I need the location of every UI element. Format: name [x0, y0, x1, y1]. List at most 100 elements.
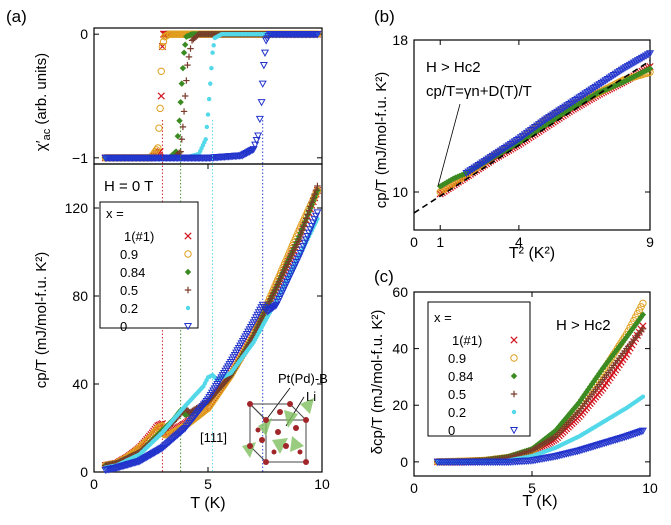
a-main-point-x05 — [300, 223, 307, 230]
a-top-point-x0 — [248, 146, 257, 155]
a-legend-rows: 1(#1) 0.9 0.84 0.5 0.2 0 — [120, 229, 193, 334]
c-point-x0 — [638, 427, 647, 435]
c-point-x084 — [579, 393, 587, 401]
a-main-point-x0 — [178, 427, 187, 435]
b-point-x084 — [443, 179, 450, 186]
a-top-point-x084 — [180, 49, 188, 56]
a-main-point-x05 — [294, 238, 302, 245]
b-annotation-pointer — [437, 103, 461, 187]
c-point-x084 — [625, 331, 632, 338]
a-main-point-x0 — [170, 434, 179, 442]
c-point-x084 — [590, 378, 597, 385]
a-main-point-x0 — [171, 433, 180, 441]
panel-label-b: (b) — [374, 7, 395, 26]
a-main-ytick-label: 80 — [72, 288, 88, 304]
a-main-point-x05 — [289, 249, 296, 257]
a-top-point-x05 — [187, 45, 194, 52]
a-legend-marker-x05 — [184, 286, 192, 294]
a-main-point-x0 — [159, 443, 168, 451]
c-point-x084 — [566, 410, 574, 417]
a-main-point-x05 — [279, 269, 287, 277]
c-point-x0 — [580, 445, 589, 454]
c-point-x0 — [611, 436, 620, 444]
a-legend-marker-x084 — [184, 268, 192, 276]
c-legend-marker-x02 — [511, 409, 517, 415]
a-top-point-x0 — [254, 132, 263, 140]
c-point-x084 — [586, 383, 594, 390]
panel-label-a: (a) — [6, 7, 27, 26]
b-point-x084 — [549, 117, 557, 124]
a-top-point-x09 — [156, 104, 164, 113]
panel-b-chart: 0 1 4 9 10 18 — [392, 32, 654, 250]
c-point-x084 — [639, 311, 647, 318]
a-top-point-x0 — [252, 137, 261, 145]
a-top-point-x02 — [204, 124, 210, 130]
c-point-x0 — [629, 430, 638, 439]
c-ylabel: δcp/T (mJ/mol-f.u. K²) — [369, 310, 386, 455]
c-point-x0 — [584, 444, 593, 453]
a-top-point-x09 — [158, 42, 167, 51]
a-legend-box — [99, 201, 199, 329]
b-plot-frame — [413, 39, 651, 231]
panel-a-top-chart: 0 −1 — [72, 26, 323, 166]
a-top-point-x084 — [177, 98, 184, 106]
a-top-point-x084 — [174, 132, 181, 140]
c-point-x084 — [605, 358, 612, 365]
a-top-plot-frame — [93, 27, 323, 165]
c-legend-label-x084: 0.84 — [448, 369, 473, 384]
a-main-point-x05 — [275, 278, 283, 285]
c-point-x0 — [635, 428, 644, 437]
a-legend-marker-x1 — [184, 232, 192, 240]
a-main-point-x05 — [266, 298, 273, 305]
a-top-point-x09 — [164, 31, 172, 39]
c-point-x05 — [639, 325, 647, 332]
a-main-point-x05 — [269, 292, 276, 299]
c-point-x09 — [639, 299, 647, 308]
c-point-x0 — [609, 437, 618, 445]
a-top-point-x02 — [203, 137, 208, 142]
c-point-x0 — [591, 442, 600, 450]
a-top-point-x084 — [179, 64, 187, 72]
a-legend-label-x0: 0 — [120, 319, 127, 334]
a-legend-title: x = — [106, 206, 124, 221]
c-annotation-field: H > Hc2 — [556, 317, 611, 334]
a-top-point-x0 — [249, 146, 258, 154]
a-top-point-x09 — [152, 146, 161, 154]
a-top-point-x02 — [208, 81, 213, 86]
c-point-x084 — [594, 373, 601, 380]
panel-label-c: (c) — [374, 267, 394, 286]
a-main-point-x05 — [283, 261, 291, 268]
a-main-point-x0 — [174, 430, 183, 439]
a-main-point-x05 — [270, 289, 277, 297]
b-ylabel: cp/T (mJ/mol-f.u. K²) — [373, 72, 390, 208]
a-main-point-x05 — [314, 182, 321, 190]
c-ytick-label: 60 — [392, 284, 408, 300]
a-legend-marker-x0 — [183, 322, 193, 331]
c-legend-title: x = — [434, 310, 452, 325]
c-point-x0 — [587, 443, 596, 451]
b-annotation-formula: cp/T=γn+D(T)/T — [426, 83, 532, 100]
a-main-point-x0 — [179, 426, 188, 434]
a-main-ytick-label: 120 — [65, 200, 89, 216]
a-main-point-x05 — [308, 199, 316, 206]
a-top-point-x084 — [176, 117, 183, 124]
a-main-point-x05 — [307, 203, 314, 210]
a-main-point-x05 — [296, 235, 303, 242]
a-main-xlabel: T (K) — [190, 495, 225, 512]
b-point-x084 — [551, 115, 559, 123]
b-xlabel: T² (K²) — [509, 245, 555, 262]
c-legend-marker-x0 — [509, 426, 519, 435]
a-main-ylabel: cp/T (mJ/mol-f.u. K²) — [33, 252, 50, 388]
c-point-x0 — [598, 440, 607, 448]
c-point-x084 — [626, 329, 634, 336]
c-point-x0 — [626, 432, 635, 440]
c-point-x0 — [627, 431, 636, 439]
a-main-xtick-label: 10 — [314, 476, 330, 492]
c-point-x0 — [615, 435, 624, 443]
a-main-point-x0 — [167, 436, 176, 444]
c-point-x0 — [637, 428, 646, 436]
a-top-point-x05 — [180, 108, 188, 115]
a-top-point-x1 — [157, 92, 165, 100]
panel-c-chart: 0 5 10 0 20 40 60 — [392, 284, 658, 496]
a-main-point-x05 — [290, 246, 298, 254]
